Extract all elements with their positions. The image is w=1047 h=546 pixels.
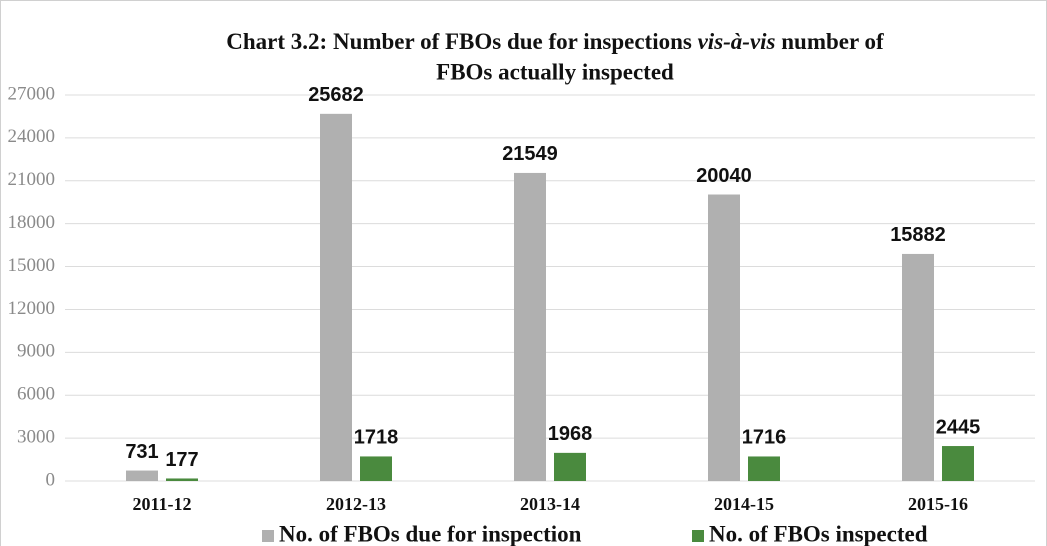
legend-swatch bbox=[262, 530, 274, 542]
bar bbox=[126, 470, 158, 481]
data-label: 1718 bbox=[354, 427, 399, 449]
y-tick-label: 0 bbox=[46, 469, 56, 490]
legend-label: No. of FBOs due for inspection bbox=[279, 521, 582, 546]
y-tick-label: 21000 bbox=[8, 169, 56, 190]
data-label: 21549 bbox=[502, 143, 558, 165]
bar bbox=[748, 456, 780, 481]
y-tick-label: 6000 bbox=[17, 384, 55, 405]
bar bbox=[902, 253, 934, 481]
x-tick-label: 2014-15 bbox=[714, 494, 774, 514]
chart-title: FBOs actually inspected bbox=[436, 59, 674, 84]
data-label: 2445 bbox=[936, 416, 981, 438]
data-label: 25682 bbox=[308, 84, 364, 106]
y-tick-label: 18000 bbox=[8, 212, 56, 233]
data-label: 731 bbox=[125, 441, 158, 463]
bar bbox=[942, 446, 974, 481]
x-tick-label: 2011-12 bbox=[132, 494, 191, 514]
bar bbox=[514, 172, 546, 481]
bar bbox=[320, 113, 352, 481]
chart-title: Chart 3.2: Number of FBOs due for inspec… bbox=[226, 29, 884, 54]
bar bbox=[554, 452, 586, 481]
title-part: Chart 3.2: Number of FBOs due for inspec… bbox=[226, 29, 692, 54]
legend-swatch bbox=[692, 530, 704, 542]
bar bbox=[166, 478, 198, 481]
x-tick-label: 2013-14 bbox=[520, 494, 580, 514]
data-label: 177 bbox=[165, 449, 198, 471]
x-tick-label: 2012-13 bbox=[326, 494, 386, 514]
bar bbox=[360, 456, 392, 481]
title-part: number of bbox=[781, 29, 884, 54]
data-label: 20040 bbox=[696, 165, 752, 187]
x-tick-label: 2015-16 bbox=[908, 494, 968, 514]
y-tick-label: 27000 bbox=[8, 83, 56, 104]
legend-label: No. of FBOs inspected bbox=[709, 521, 928, 546]
data-label: 15882 bbox=[890, 224, 946, 246]
title-part: vis-à-vis bbox=[698, 29, 776, 54]
y-tick-label: 24000 bbox=[8, 126, 56, 147]
data-label: 1716 bbox=[742, 427, 787, 449]
bar bbox=[708, 194, 740, 481]
y-tick-label: 15000 bbox=[8, 255, 56, 276]
y-tick-label: 9000 bbox=[17, 341, 55, 362]
y-tick-label: 3000 bbox=[17, 426, 55, 447]
y-tick-label: 12000 bbox=[8, 298, 56, 319]
data-label: 1968 bbox=[548, 423, 593, 445]
